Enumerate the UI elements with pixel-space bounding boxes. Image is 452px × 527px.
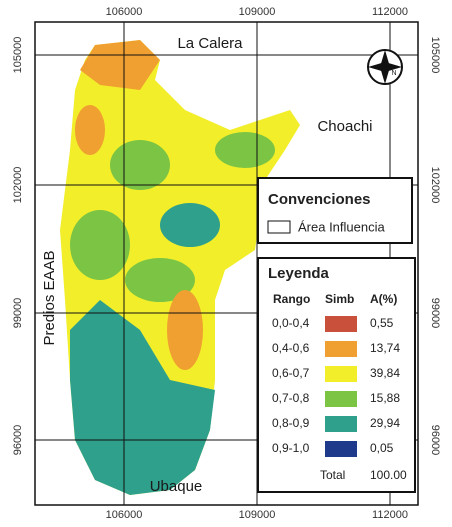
y-tick-label: 99000 bbox=[429, 298, 441, 329]
map-zone bbox=[167, 290, 203, 370]
conventions-box: Convenciones Área Influencia bbox=[257, 177, 413, 244]
y-tick-label: 96000 bbox=[12, 425, 24, 456]
legend-range: 0,8-0,9 bbox=[272, 416, 310, 430]
map-zone bbox=[75, 105, 105, 155]
y-tick-label: 102000 bbox=[12, 167, 24, 204]
map-zone bbox=[70, 210, 130, 280]
x-tick-label: 106000 bbox=[106, 509, 143, 521]
north-label: N bbox=[391, 70, 396, 77]
conventions-item: Área Influencia bbox=[298, 219, 385, 234]
legend-area: 0,05 bbox=[370, 441, 394, 455]
place-label: Predios EAAB bbox=[41, 250, 58, 345]
legend-range: 0,4-0,6 bbox=[272, 341, 310, 355]
legend-swatch bbox=[325, 341, 357, 357]
legend-area: 39,84 bbox=[370, 366, 400, 380]
y-tick-label: 96000 bbox=[429, 425, 441, 456]
y-tick-label: 99000 bbox=[12, 298, 24, 329]
legend-range: 0,9-1,0 bbox=[272, 441, 310, 455]
y-tick-label: 102000 bbox=[429, 167, 441, 204]
y-tick-label: 105000 bbox=[12, 37, 24, 74]
x-tick-label: 106000 bbox=[106, 6, 143, 18]
x-tick-label: 112000 bbox=[372, 509, 408, 521]
legend-header: A(%) bbox=[370, 292, 397, 306]
legend-swatch bbox=[325, 366, 357, 382]
legend-total-label: Total bbox=[320, 468, 345, 482]
legend: Leyenda Rango Simb A(%) Total 100.00 0,0… bbox=[257, 257, 416, 493]
map-zone bbox=[110, 140, 170, 190]
legend-area: 29,94 bbox=[370, 416, 400, 430]
conventions-title: Convenciones bbox=[268, 191, 371, 208]
map-zone bbox=[80, 40, 160, 90]
legend-range: 0,6-0,7 bbox=[272, 366, 310, 380]
map-area bbox=[60, 40, 300, 495]
legend-range: 0,7-0,8 bbox=[272, 391, 310, 405]
x-tick-label: 109000 bbox=[239, 6, 276, 18]
legend-total: 100.00 bbox=[370, 468, 407, 482]
map-zone bbox=[70, 300, 215, 495]
map-zone bbox=[215, 132, 275, 168]
legend-header: Simb bbox=[325, 292, 354, 306]
legend-area: 0,55 bbox=[370, 316, 394, 330]
map-zone bbox=[160, 203, 220, 247]
y-tick-label: 105000 bbox=[429, 37, 441, 74]
legend-title: Leyenda bbox=[268, 265, 330, 282]
north-arrow: N bbox=[367, 49, 403, 85]
legend-swatch bbox=[325, 316, 357, 332]
legend-area: 13,74 bbox=[370, 341, 400, 355]
x-tick-label: 112000 bbox=[372, 6, 408, 18]
legend-swatch bbox=[325, 416, 357, 432]
legend-swatch bbox=[325, 441, 357, 457]
place-label: La Calera bbox=[177, 35, 243, 52]
legend-area: 15,88 bbox=[370, 391, 400, 405]
legend-range: 0,0-0,4 bbox=[272, 316, 310, 330]
legend-header: Rango bbox=[273, 292, 310, 306]
map-zone bbox=[125, 258, 195, 302]
legend-swatch bbox=[325, 391, 357, 407]
x-tick-label: 109000 bbox=[239, 509, 276, 521]
place-label: Choachi bbox=[317, 118, 372, 135]
place-label: Ubaque bbox=[150, 478, 203, 495]
